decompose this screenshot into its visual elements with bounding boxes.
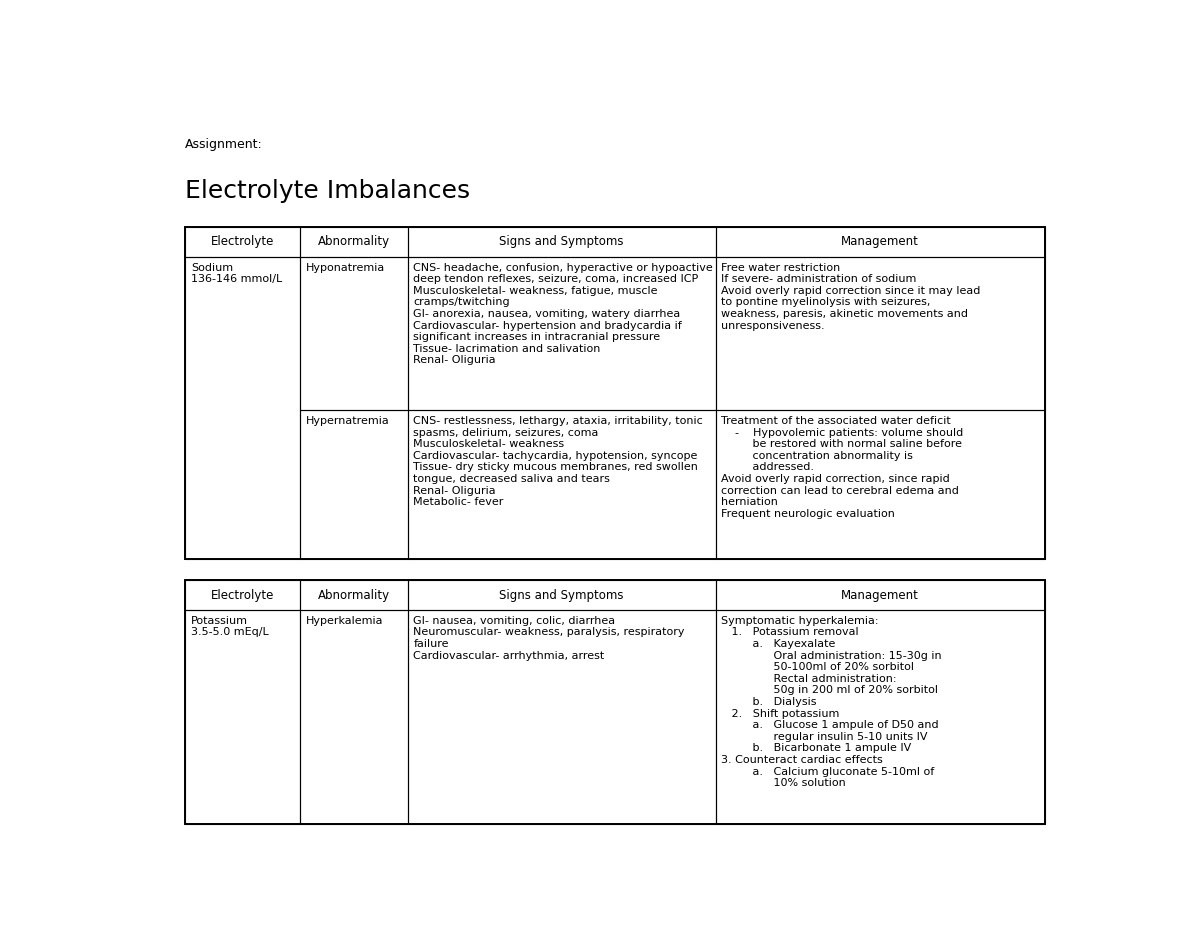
Bar	[300, 257, 408, 411]
Bar	[300, 227, 408, 257]
Text: Signs and Symptoms: Signs and Symptoms	[499, 589, 624, 602]
Text: CNS- headache, confusion, hyperactive or hypoactive
deep tendon reflexes, seizur: CNS- headache, confusion, hyperactive or…	[414, 262, 713, 365]
Bar	[715, 580, 1045, 610]
Bar	[300, 580, 408, 610]
Bar	[715, 257, 1045, 411]
Text: Treatment of the associated water deficit
    -    Hypovolemic patients: volume : Treatment of the associated water defici…	[721, 416, 964, 519]
Text: Hyperkalemia: Hyperkalemia	[306, 616, 384, 626]
Text: GI- nausea, vomiting, colic, diarrhea
Neuromuscular- weakness, paralysis, respir: GI- nausea, vomiting, colic, diarrhea Ne…	[414, 616, 685, 661]
Text: Electrolyte: Electrolyte	[211, 235, 275, 248]
Bar	[300, 411, 408, 559]
Bar	[185, 257, 300, 559]
Bar	[185, 610, 300, 824]
Bar	[185, 227, 300, 257]
Text: Management: Management	[841, 589, 919, 602]
Text: CNS- restlessness, lethargy, ataxia, irritability, tonic
spasms, delirium, seizu: CNS- restlessness, lethargy, ataxia, irr…	[414, 416, 703, 507]
Text: Hyponatremia: Hyponatremia	[306, 262, 385, 273]
Text: Electrolyte: Electrolyte	[211, 589, 275, 602]
Bar	[715, 610, 1045, 824]
Text: Hypernatremia: Hypernatremia	[306, 416, 390, 426]
Text: Abnormality: Abnormality	[318, 589, 390, 602]
Bar	[408, 610, 715, 824]
Bar	[185, 227, 1045, 559]
Text: Electrolyte Imbalances: Electrolyte Imbalances	[185, 179, 470, 203]
Bar	[185, 580, 300, 610]
Text: Assignment:: Assignment:	[185, 138, 263, 151]
Text: Signs and Symptoms: Signs and Symptoms	[499, 235, 624, 248]
Text: Free water restriction
If severe- administration of sodium
Avoid overly rapid co: Free water restriction If severe- admini…	[721, 262, 980, 331]
Text: Potassium
3.5-5.0 mEq/L: Potassium 3.5-5.0 mEq/L	[191, 616, 269, 638]
Text: Sodium
136-146 mmol/L: Sodium 136-146 mmol/L	[191, 262, 282, 285]
Text: Management: Management	[841, 235, 919, 248]
Bar	[408, 411, 715, 559]
Bar	[185, 580, 1045, 824]
Text: Symptomatic hyperkalemia:
   1.   Potassium removal
         a.   Kayexalate
   : Symptomatic hyperkalemia: 1. Potassium r…	[721, 616, 942, 788]
Bar	[408, 580, 715, 610]
Text: Abnormality: Abnormality	[318, 235, 390, 248]
Bar	[715, 411, 1045, 559]
Bar	[715, 227, 1045, 257]
Bar	[300, 610, 408, 824]
Bar	[408, 227, 715, 257]
Bar	[408, 257, 715, 411]
